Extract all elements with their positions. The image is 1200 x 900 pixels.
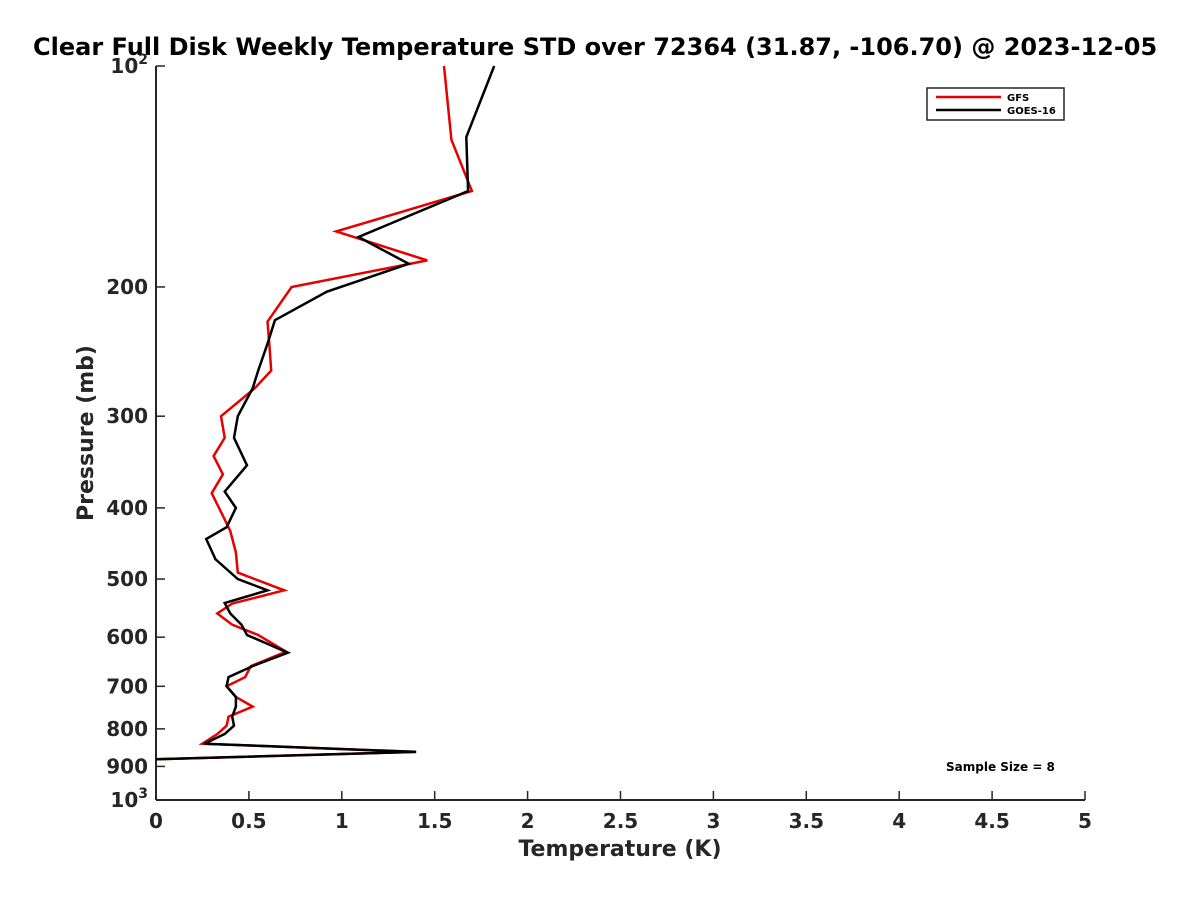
- legend-label-goes-16: GOES-16: [1007, 106, 1056, 117]
- y-axis-ticks: 102 200 300 400 500 600 700 800 900 103: [106, 52, 165, 812]
- series-line-gfs: [155, 65, 474, 761]
- legend: GFS GOES-16: [926, 87, 1065, 121]
- y-tick-label: 800: [106, 717, 148, 741]
- x-tick-label: 1: [335, 809, 349, 833]
- legend-box: [926, 87, 1065, 121]
- series-lines: [155, 65, 496, 761]
- y-tick-label: 103: [110, 786, 148, 812]
- series-line-goes-16: [155, 65, 496, 761]
- y-tick-label: 400: [106, 496, 148, 520]
- x-tick-label: 4: [892, 809, 906, 833]
- x-tick-label: 4.5: [974, 809, 1009, 833]
- x-tick-label: 0: [149, 809, 163, 833]
- x-axis-ticks: 0 0.5 1 1.5 2 2.5 3 3.5 4 4.5 5: [149, 791, 1092, 833]
- y-tick-label: 600: [106, 625, 148, 649]
- y-tick-label: 300: [106, 404, 148, 428]
- y-tick-label: 900: [106, 754, 148, 778]
- x-tick-label: 2.5: [603, 809, 638, 833]
- x-tick-label: 5: [1078, 809, 1092, 833]
- y-tick-label: 102: [110, 52, 148, 78]
- y-tick-label: 700: [106, 674, 148, 698]
- y-tick-label: 200: [106, 275, 148, 299]
- x-tick-label: 0.5: [231, 809, 266, 833]
- y-tick-label: 500: [106, 567, 148, 591]
- chart-title: Clear Full Disk Weekly Temperature STD o…: [33, 33, 1157, 61]
- legend-label-gfs: GFS: [1007, 93, 1029, 104]
- x-tick-label: 1.5: [417, 809, 452, 833]
- x-tick-label: 2: [521, 809, 535, 833]
- sample-size-annotation: Sample Size = 8: [946, 760, 1055, 774]
- x-tick-label: 3.5: [789, 809, 824, 833]
- x-tick-label: 3: [706, 809, 720, 833]
- plot-area: 0 0.5 1 1.5 2 2.5 3 3.5 4 4.5 5 102 200 300 400 500 600…: [106, 52, 1092, 833]
- y-axis-label: Pressure (mb): [74, 345, 99, 521]
- x-axis-label: Temperature (K): [518, 837, 721, 862]
